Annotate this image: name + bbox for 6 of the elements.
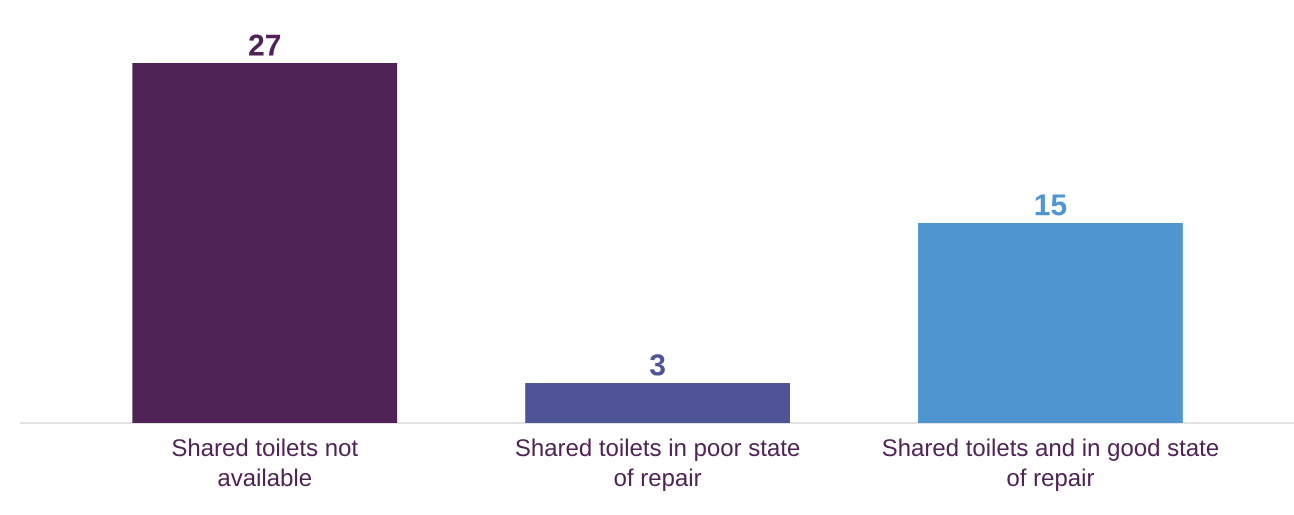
data-label: 3 <box>649 354 665 376</box>
x-tick-label: Shared toilets in poor state of repair <box>515 438 800 491</box>
x-tick-label: Shared toilets not available <box>172 438 358 487</box>
x-tick-label: Shared toilets and in good state of repair <box>882 438 1219 491</box>
data-label: 27 <box>249 34 281 56</box>
data-label: 15 <box>1035 194 1067 216</box>
